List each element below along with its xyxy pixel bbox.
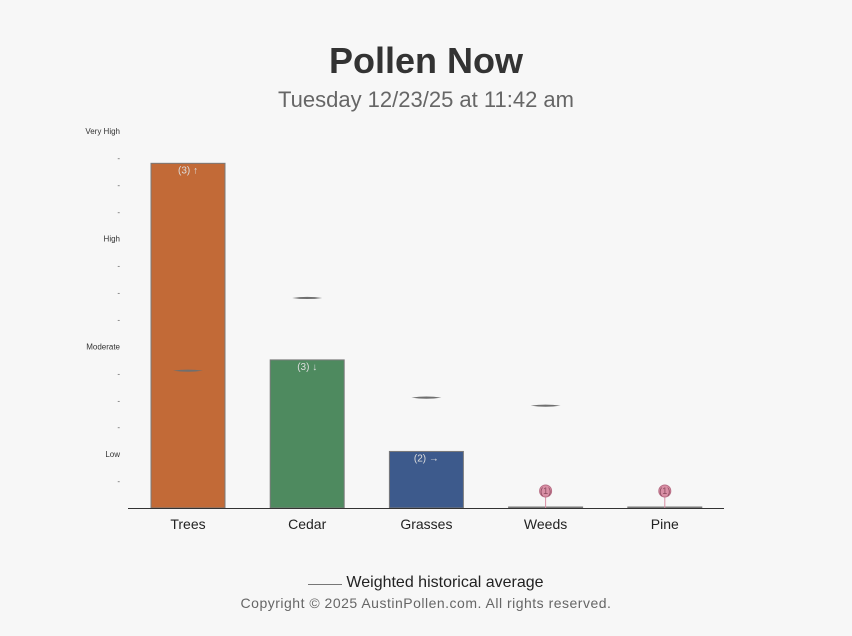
historical-average-marker xyxy=(411,396,442,399)
y-minor-tick: - xyxy=(117,396,120,405)
y-minor-tick: - xyxy=(117,208,120,217)
y-level-label: Very High xyxy=(85,127,120,136)
y-level-label: Low xyxy=(105,450,120,459)
y-minor-tick: - xyxy=(117,477,120,486)
y-level-label: Moderate xyxy=(86,342,120,351)
historical-average-marker xyxy=(173,369,203,372)
bar-cedar xyxy=(269,359,345,509)
bar-value-label: (1) xyxy=(659,486,670,496)
x-tick-label: Weeds xyxy=(524,516,567,532)
bar-value-label: (3) ↓ xyxy=(297,362,317,373)
pin-marker-head xyxy=(658,484,672,498)
bar-value-label: (1) xyxy=(540,486,551,496)
chart-subtitle: Tuesday 12/23/25 at 11:42 am xyxy=(278,87,574,112)
historical-average-marker xyxy=(292,296,323,300)
copyright-text: Copyright © 2025 AustinPollen.com. All r… xyxy=(240,595,612,611)
y-minor-tick: - xyxy=(117,289,120,298)
y-minor-tick: - xyxy=(117,181,120,190)
y-minor-tick: - xyxy=(117,316,120,325)
pin-marker-head xyxy=(539,484,553,498)
bar-trees xyxy=(150,162,226,509)
chart-legend: Weighted historical average xyxy=(0,574,852,592)
historical-average-marker xyxy=(530,404,561,407)
pollen-bar-chart: Low Moderate High Very High - - - - - - - - - - (3) ↑ (… xyxy=(85,127,724,532)
y-minor-tick: - xyxy=(117,369,120,378)
x-tick-label: Grasses xyxy=(400,516,452,532)
x-tick-label: Cedar xyxy=(288,516,326,532)
x-tick-label: Trees xyxy=(170,516,205,532)
bar-value-label: (2) → xyxy=(414,453,439,464)
legend-label: Weighted historical average xyxy=(346,574,544,591)
legend-line-swatch xyxy=(308,583,343,585)
bar-value-label: (3) ↑ xyxy=(178,165,198,176)
y-minor-tick: - xyxy=(117,262,120,271)
x-tick-label: Pine xyxy=(651,516,679,532)
y-minor-tick: - xyxy=(117,154,120,163)
y-level-label: High xyxy=(104,235,120,244)
chart-title: Pollen Now xyxy=(328,40,523,81)
y-minor-tick: - xyxy=(117,423,120,432)
